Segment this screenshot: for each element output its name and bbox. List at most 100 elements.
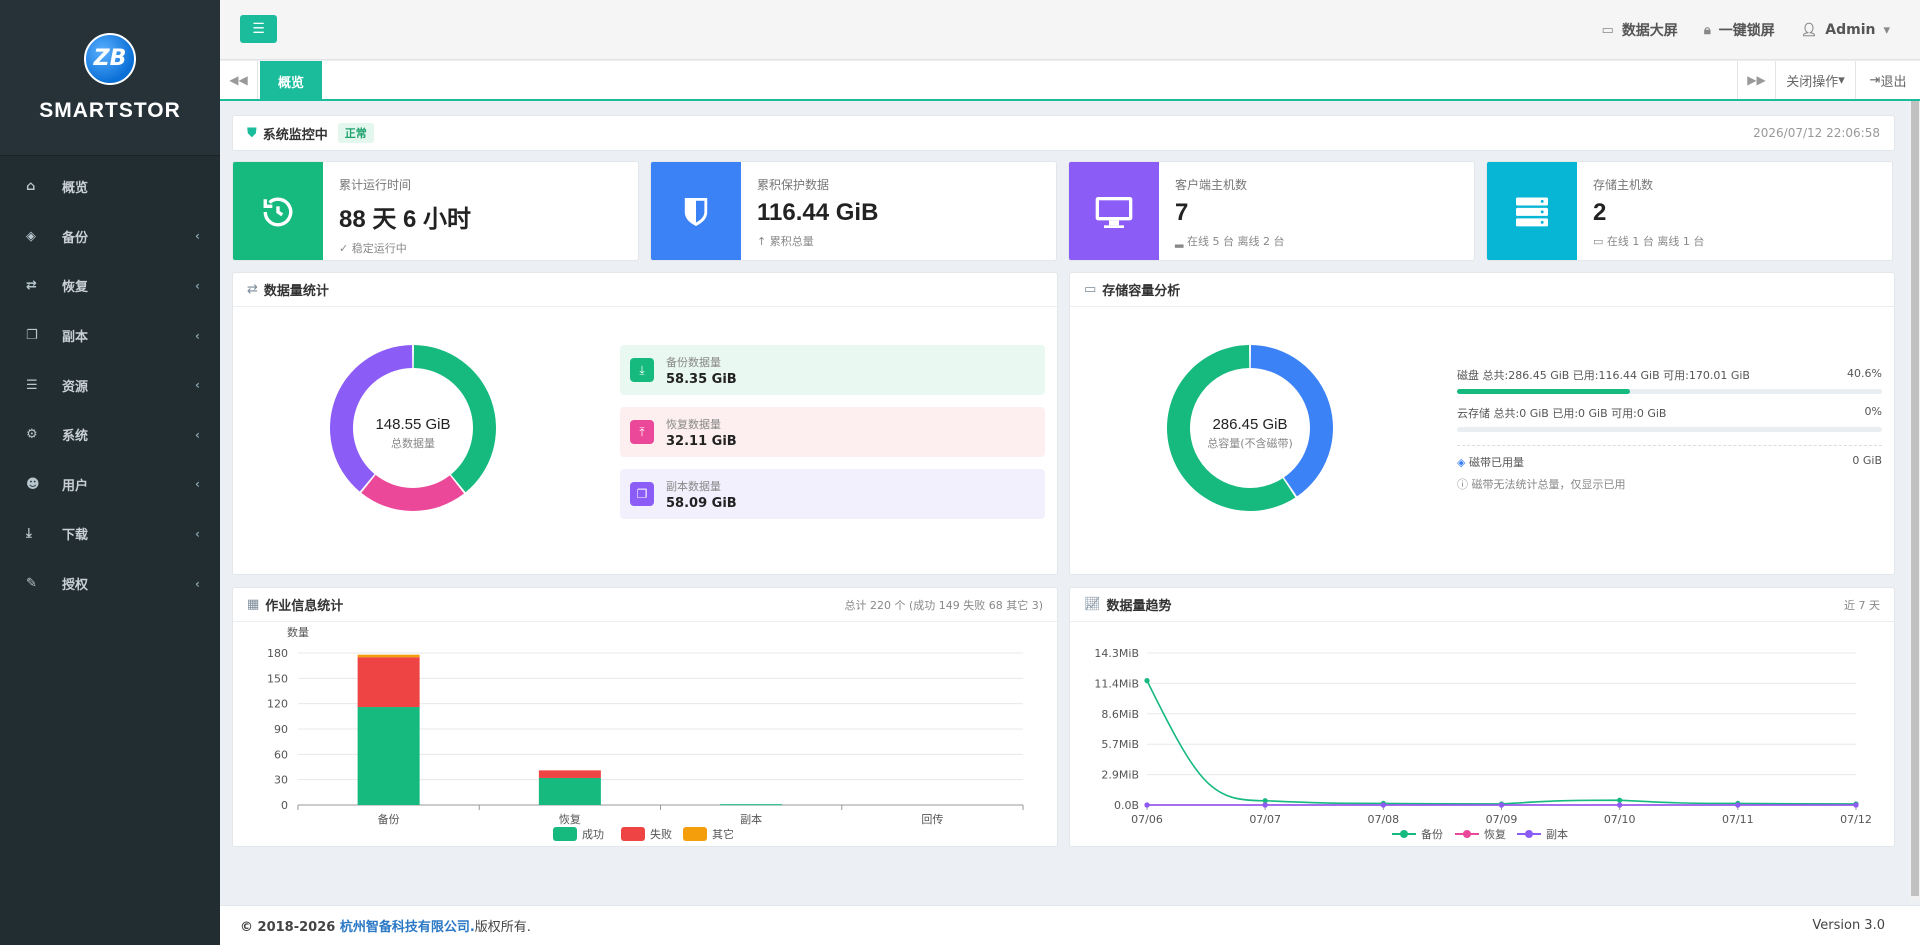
point-备份-1[interactable] (1262, 798, 1268, 804)
tab-overview[interactable]: 概览 (260, 61, 323, 101)
point-副本-2[interactable] (1380, 802, 1386, 808)
storage-donut (1167, 345, 1333, 511)
point-备份-4[interactable] (1617, 797, 1623, 803)
data-donut-slice-1[interactable] (361, 474, 464, 511)
jobs-header: ▦ 作业信息统计 总计 220 个 (成功 149 失败 68 其它 3) (233, 588, 1057, 622)
point-副本-5[interactable] (1735, 802, 1741, 808)
scrollbar[interactable] (1910, 101, 1920, 901)
legend-swatch-2[interactable] (683, 827, 707, 841)
sidebar-item-4[interactable]: ☰ 资源 ‹ (0, 360, 220, 410)
trend-title: 数据量趋势 (1106, 599, 1172, 614)
stat-label: 客户端主机数 (1175, 178, 1248, 192)
status-title: 系统监控中 (262, 127, 328, 143)
storage-panel: ▭ 存储容量分析 286.45 GiB 总容量(不含磁带) 磁盘 总共:286.… (1069, 272, 1895, 575)
stat-sub-icon: ✓ (339, 242, 349, 255)
close-ops-label: 关闭操作 (1786, 74, 1839, 90)
data-stat-item-1: ⤒ 恢复数据量 32.11 GiB (620, 407, 1045, 457)
tab-scroll-left-button[interactable]: ◀◀ (220, 61, 258, 99)
exit-button[interactable]: ⇥ 退出 (1855, 61, 1920, 99)
data-donut-slice-0[interactable] (413, 345, 496, 493)
sidebar-item-5[interactable]: ⚙ 系统 ‹ (0, 410, 220, 460)
lock-screen-label: 一键锁屏 (1718, 23, 1775, 39)
monitor-icon: ▭ (1601, 22, 1614, 38)
sidebar-toggle-button[interactable]: ☰ (240, 15, 277, 43)
y-tick-label: 180 (267, 647, 288, 660)
bar-其它-备份[interactable] (357, 654, 420, 658)
brand-logo[interactable]: ZB (84, 32, 136, 85)
stat-sub-text: 累积总量 (769, 235, 814, 248)
sidebar-item-7[interactable]: ⤓ 下载 ‹ (0, 509, 220, 559)
point-副本-0[interactable] (1144, 802, 1150, 808)
data-item-label: 副本数据量 (666, 479, 721, 493)
sidebar-item-8[interactable]: ✎ 授权 ‹ (0, 559, 220, 609)
close-ops-dropdown[interactable]: 关闭操作 ▾ (1775, 61, 1855, 99)
stat-label: 累计运行时间 (339, 178, 412, 192)
bar-成功-副本[interactable] (720, 804, 783, 806)
data-item-value: 58.09 GiB (666, 495, 737, 511)
company-link[interactable]: 杭州智备科技有限公司. (339, 920, 475, 935)
data-item-label: 备份数据量 (666, 355, 721, 369)
legend-swatch-1[interactable] (621, 827, 645, 841)
lock-screen-link[interactable]: 🔒︎ 一键锁屏 (1704, 20, 1775, 40)
stat-sub-icon: ↑ (757, 235, 767, 248)
legend-marker-0[interactable] (1400, 830, 1408, 838)
download-icon: ⤓ (26, 526, 32, 542)
y-tick-label: 30 (274, 774, 288, 787)
point-副本-3[interactable] (1498, 802, 1505, 808)
x-tick-label: 07/08 (1367, 813, 1399, 826)
cloud-pct: 0% (1864, 405, 1882, 418)
cogs-icon: ⚙ (26, 427, 38, 443)
bar-失败-备份[interactable] (357, 657, 420, 708)
legend-marker-2[interactable] (1525, 830, 1533, 838)
cloud-progress (1457, 427, 1882, 432)
point-副本-4[interactable] (1617, 802, 1623, 808)
shield-icon: ⛊ (247, 125, 257, 141)
point-副本-6[interactable] (1853, 802, 1859, 808)
stat-value: 7 (1175, 199, 1189, 226)
user-name: Admin (1825, 22, 1876, 38)
y-tick-label: 60 (274, 748, 288, 761)
scrollbar-thumb[interactable] (1911, 101, 1919, 896)
sidebar-item-label: 授权 (62, 578, 89, 594)
caret-down-icon: ▾ (1838, 72, 1845, 88)
sidebar-item-0[interactable]: ⌂ 概览 (0, 162, 220, 212)
info-icon: ⓘ (1457, 478, 1468, 491)
bar-成功-备份[interactable] (357, 707, 420, 805)
stat-sub-text: 在线 1 台 离线 1 台 (1606, 235, 1705, 248)
point-副本-1[interactable] (1262, 802, 1268, 808)
stat-sub-icon: ▂ (1175, 235, 1184, 248)
donut-center: 148.55 GiB 总数据量 (263, 416, 563, 451)
data-donut-slice-2[interactable] (330, 345, 413, 492)
brand-name: SMARTSTOR (39, 98, 181, 122)
legend-swatch-0[interactable] (553, 827, 577, 841)
legend-marker-1[interactable] (1463, 830, 1471, 838)
y-tick-label: 11.4MiB (1094, 677, 1139, 690)
disk-label: 磁盘 总共:286.45 GiB 已用:116.44 GiB 可用:170.01… (1457, 369, 1750, 382)
point-备份-0[interactable] (1144, 678, 1150, 684)
sidebar-item-label: 下载 (62, 528, 89, 544)
tab-scroll-right-button[interactable]: ▶▶ (1737, 61, 1775, 99)
tape-row: ◈ 磁带已用量 0 GiB ⓘ 磁带无法统计总量，仅显示已用 (1457, 445, 1882, 492)
user-menu[interactable]: 👤︎ Admin ▾ (1801, 22, 1890, 38)
legend-label: 失败 (650, 827, 672, 841)
x-tick-label: 07/10 (1604, 813, 1636, 826)
sidebar-item-1[interactable]: ◈ 备份 ‹ (0, 212, 220, 262)
big-screen-link[interactable]: ▭ 数据大屏 (1602, 20, 1678, 40)
storage-donut-slice-0[interactable] (1250, 345, 1333, 497)
data-item-icon: ⤒ (630, 420, 654, 444)
x-tick-label: 备份 (378, 812, 400, 826)
sidebar-item-2[interactable]: ⇄ 恢复 ‹ (0, 261, 220, 311)
series-line-备份[interactable] (1146, 680, 1857, 805)
sidebar-item-6[interactable]: ☻ 用户 ‹ (0, 460, 220, 510)
storage-donut-slice-1[interactable] (1167, 345, 1296, 511)
caret-down-icon: ▾ (1883, 22, 1890, 38)
version: Version 3.0 (1812, 918, 1885, 933)
data-stat-item-2: ❐ 副本数据量 58.09 GiB (620, 469, 1045, 519)
stat-value: 116.44 GiB (757, 199, 879, 226)
x-tick-label: 副本 (740, 812, 762, 826)
edit-icon: ✎ (26, 576, 37, 592)
y-tick-label: 120 (267, 698, 288, 711)
bar-成功-恢复[interactable] (538, 777, 601, 805)
sidebar-item-3[interactable]: ❐ 副本 ‹ (0, 311, 220, 361)
bar-失败-恢复[interactable] (538, 770, 601, 778)
